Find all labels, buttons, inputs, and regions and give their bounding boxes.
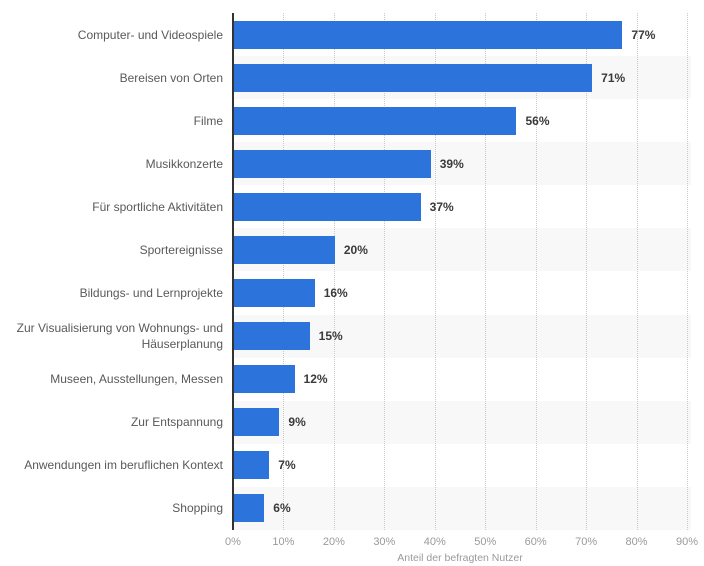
x-axis-title: Anteil der befragten Nutzer	[397, 552, 523, 564]
value-label: 20%	[343, 242, 368, 257]
bar	[234, 279, 315, 308]
x-tick-label: 0%	[225, 536, 241, 548]
bar	[234, 322, 310, 351]
bar	[234, 235, 335, 264]
x-tick-label: 30%	[373, 536, 396, 548]
x-tick-label: 40%	[423, 536, 446, 548]
value-label: 16%	[323, 286, 348, 301]
x-tick-label: 80%	[625, 536, 648, 548]
gridline	[333, 13, 335, 530]
gridline	[283, 13, 285, 530]
value-label: 12%	[303, 372, 328, 387]
x-tick-label: 20%	[322, 536, 345, 548]
bar	[234, 365, 295, 394]
gridline	[586, 13, 588, 530]
gridline	[535, 13, 537, 530]
value-label: 15%	[318, 329, 343, 344]
gridline	[687, 13, 688, 530]
category-label: Anwendungen im beruflichen Kontext	[24, 458, 223, 473]
gridline	[636, 13, 638, 530]
x-tick-label: 70%	[575, 536, 598, 548]
x-tick-label: 50%	[474, 536, 497, 548]
category-label: Sportereignisse	[139, 242, 223, 257]
value-label: 39%	[439, 156, 464, 171]
x-tick-label: 60%	[524, 536, 547, 548]
bar	[234, 192, 421, 221]
category-label: Museen, Ausstellungen, Messen	[50, 372, 223, 387]
value-label: 56%	[525, 113, 550, 128]
gridline	[434, 13, 436, 530]
value-label: 7%	[278, 458, 296, 473]
category-label: Zur Entspannung	[130, 415, 223, 430]
row-stripe	[233, 486, 691, 530]
bar	[234, 494, 265, 523]
bar	[234, 106, 517, 135]
category-label: Bildungs- und Lernprojekte	[79, 286, 223, 301]
category-label: Zur Visualisierung von Wohnungs- und Häu…	[16, 321, 223, 352]
category-label: Filme	[193, 113, 223, 128]
category-label: Computer- und Videospiele	[77, 27, 223, 42]
category-label: Bereisen von Orten	[119, 70, 223, 85]
category-label: Shopping	[172, 501, 223, 516]
value-label: 6%	[273, 501, 291, 516]
x-tick-label: 10%	[272, 536, 295, 548]
gridline	[485, 13, 487, 530]
gridline	[384, 13, 386, 530]
bar	[234, 408, 280, 437]
bar	[234, 20, 623, 49]
bar	[234, 63, 593, 92]
bar	[234, 149, 431, 178]
category-label: Für sportliche Aktivitäten	[92, 199, 223, 214]
bar	[234, 451, 270, 480]
value-label: 37%	[429, 199, 454, 214]
category-label: Musikkonzerte	[145, 156, 223, 171]
value-label: 77%	[631, 27, 656, 42]
y-axis-line	[232, 13, 234, 530]
row-stripe	[233, 400, 691, 444]
value-label: 9%	[288, 415, 306, 430]
x-tick-label: 90%	[675, 536, 699, 548]
value-label: 71%	[601, 70, 626, 85]
